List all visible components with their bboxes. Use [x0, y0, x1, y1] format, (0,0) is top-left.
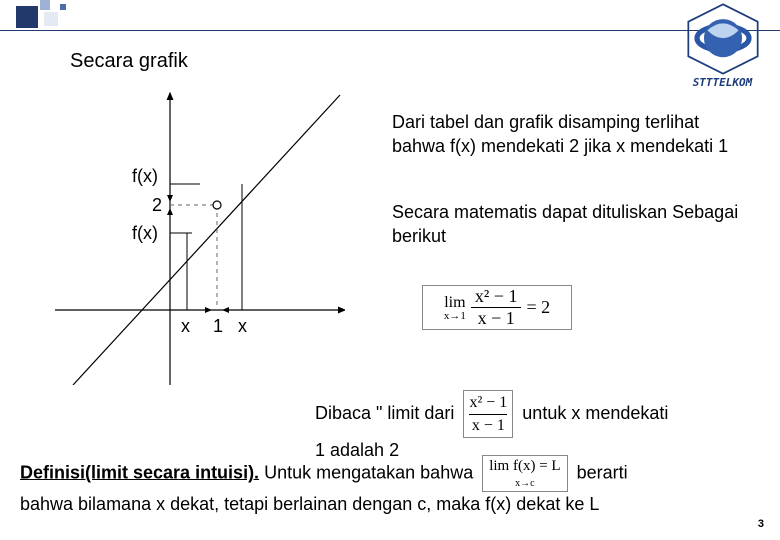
definisi-part1: Untuk mengatakan bahwa	[264, 462, 478, 482]
definisi-strong: Definisi(limit secara intuisi).	[20, 462, 259, 482]
top-decor	[0, 0, 780, 34]
section-title: Secara grafik	[70, 50, 188, 73]
definisi-lim: lim f(x) = L x→c	[482, 455, 567, 492]
decor-square	[16, 6, 38, 28]
dibaca-frac: x² − 1 x − 1	[463, 390, 513, 438]
page-number: 3	[758, 518, 764, 530]
label-x-left: x	[181, 316, 190, 337]
lim-sub: x→1	[444, 310, 466, 322]
label-fx-top: f(x)	[132, 166, 158, 187]
decor-square	[40, 0, 50, 10]
eq-den: x − 1	[474, 308, 519, 329]
definisi-line2pre: bahwa	[20, 494, 78, 514]
definition: Definisi(limit secara intuisi). Untuk me…	[20, 455, 760, 517]
decor-square	[44, 12, 58, 26]
definisi-line2: bilamana x dekat, tetapi berlainan denga…	[78, 494, 599, 514]
limit-graph: f(x) 2 f(x) x 1 x	[55, 85, 345, 385]
explanation-1: Dari tabel dan grafik disamping terlihat…	[392, 110, 742, 159]
dibaca-den: x − 1	[472, 415, 505, 437]
label-two: 2	[152, 195, 162, 216]
logo: STTTELKOM	[675, 0, 770, 105]
label-one: 1	[213, 316, 223, 337]
eq-rhs: = 2	[526, 297, 550, 318]
read-as: Dibaca " limit dari x² − 1 x − 1 untuk x…	[315, 390, 755, 462]
dibaca-prefix: Dibaca " limit dari	[315, 403, 454, 423]
equation-limit: lim x→1 x² − 1 x − 1 = 2	[422, 285, 572, 330]
logo-icon	[678, 0, 768, 78]
label-fx-bot: f(x)	[132, 223, 158, 244]
dibaca-suffix: untuk x mendekati	[522, 403, 668, 423]
dibaca-num: x² − 1	[469, 392, 507, 414]
decor-square	[60, 4, 66, 10]
logo-label: STTTELKOM	[693, 76, 753, 89]
label-x-right: x	[238, 316, 247, 337]
definisi-part2: berarti	[577, 462, 628, 482]
eq-num: x² − 1	[471, 286, 522, 307]
graph-svg	[55, 85, 345, 385]
decor-line	[0, 30, 780, 31]
explanation-2: Secara matematis dapat dituliskan Sebaga…	[392, 200, 752, 249]
